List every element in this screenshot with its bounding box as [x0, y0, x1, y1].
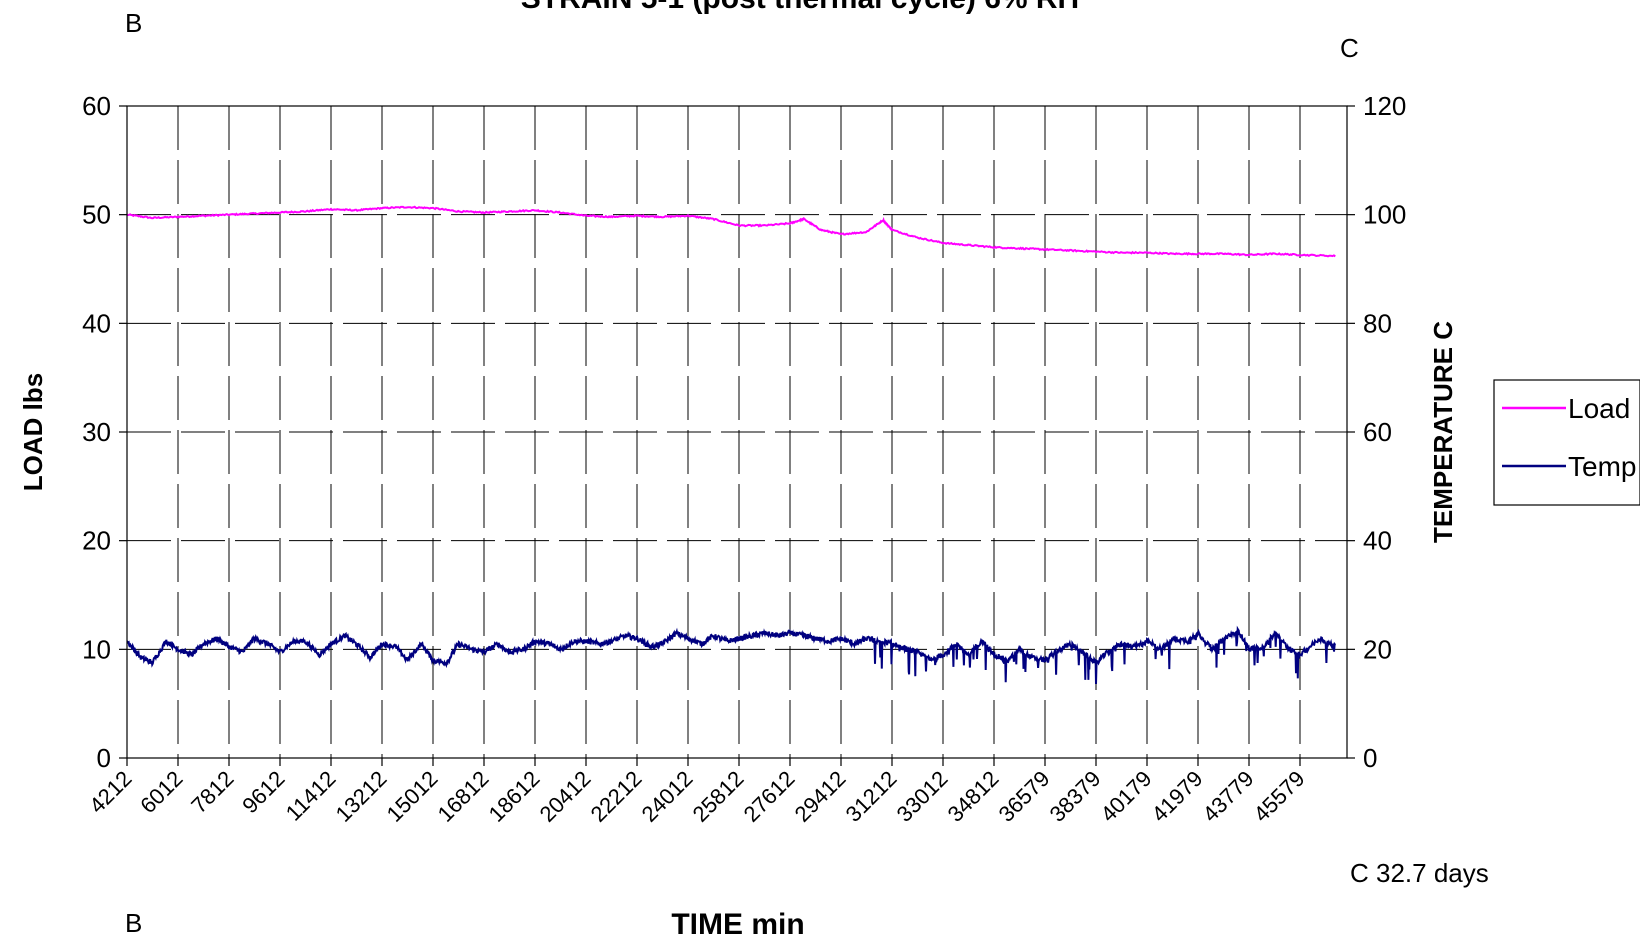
y-right-tick-label: 20: [1363, 634, 1392, 664]
y-left-tick-label: 0: [97, 743, 111, 773]
x-tick-label: 41979: [1147, 766, 1208, 827]
x-tick-label: 45579: [1249, 766, 1310, 827]
x-tick-label: 31212: [841, 766, 902, 827]
x-tick-label: 27612: [739, 766, 800, 827]
y-left-tick-label: 30: [82, 417, 111, 447]
x-tick-label: 25812: [688, 766, 749, 827]
y-left-tick-label: 40: [82, 308, 111, 338]
y-axis-right: 0 20 40 60 80 100 120: [1347, 91, 1406, 773]
annotation-top-left: B: [125, 8, 142, 38]
y-right-tick-label: 80: [1363, 308, 1392, 338]
y-left-tick-label: 60: [82, 91, 111, 121]
y-axis-left: 0 10 20 30 40 50 60: [82, 91, 127, 773]
series-line-load: [126, 205, 1336, 258]
x-tick-label: 9612: [237, 766, 289, 818]
y-axis-left-title: LOAD lbs: [18, 373, 48, 491]
x-tick-label: 36579: [994, 766, 1055, 827]
x-tick-label: 33012: [892, 766, 953, 827]
x-tick-label: 7812: [186, 766, 238, 818]
x-tick-label: 43779: [1198, 766, 1259, 827]
legend-label-load: Load: [1568, 393, 1630, 424]
x-tick-label: 40179: [1096, 766, 1157, 827]
y-left-tick-label: 10: [82, 634, 111, 664]
grid: [127, 106, 1347, 758]
x-tick-label: 20412: [535, 766, 596, 827]
y-right-tick-label: 0: [1363, 743, 1377, 773]
y-left-tick-label: 20: [82, 526, 111, 556]
chart-title: STRAIN 5-1 (post thermal cycle) 6% RH: [521, 0, 1079, 15]
x-tick-label: 34812: [943, 766, 1004, 827]
y-right-tick-label: 100: [1363, 200, 1406, 230]
annotation-bottom-right: C 32.7 days: [1350, 858, 1489, 888]
x-tick-label: 24012: [637, 766, 698, 827]
annotation-top-right: C: [1340, 33, 1359, 63]
legend: Load Temp: [1493, 379, 1640, 506]
x-tick-label: 4212: [84, 766, 136, 818]
x-tick-label: 29412: [790, 766, 851, 827]
x-tick-label: 18612: [484, 766, 545, 827]
x-tick-label: 6012: [135, 766, 187, 818]
x-tick-label: 11412: [281, 766, 341, 826]
y-axis-right-title: TEMPERATURE C: [1428, 321, 1458, 543]
y-left-tick-label: 50: [82, 200, 111, 230]
x-tick-label: 13212: [331, 766, 392, 827]
plot-area: [126, 105, 1348, 759]
x-tick-label: 16812: [433, 766, 494, 827]
legend-label-temp: Temp: [1568, 451, 1636, 482]
legend-box: [1493, 379, 1640, 506]
x-tick-label: 22212: [586, 766, 647, 827]
y-right-tick-label: 120: [1363, 91, 1406, 121]
x-tick-label: 15012: [382, 766, 443, 827]
series-layer: [126, 205, 1337, 685]
x-axis-title: TIME min: [671, 908, 804, 941]
annotation-bottom-left: B: [125, 908, 142, 938]
x-tick-label: 38379: [1045, 766, 1106, 827]
y-right-tick-label: 60: [1363, 417, 1392, 447]
series-line-temp: [126, 625, 1337, 685]
y-right-tick-label: 40: [1363, 526, 1392, 556]
x-axis: 4212601278129612114121321215012168121861…: [84, 758, 1310, 827]
